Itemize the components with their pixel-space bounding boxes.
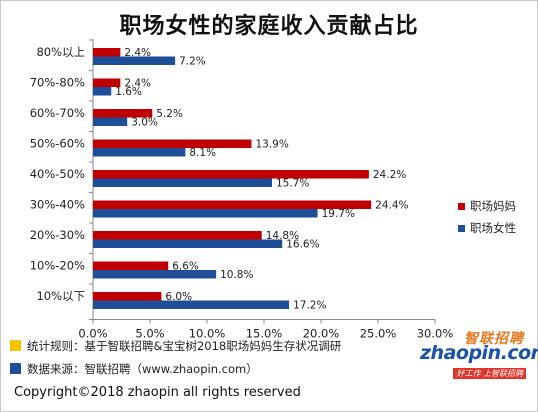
y-category-label: 10%-20% (30, 259, 85, 273)
x-tick-label: 30.0% (417, 327, 454, 341)
bar-value-label: 17.2% (293, 300, 326, 312)
bar-value-label: 24.4% (375, 200, 408, 212)
chart-title: 职场女性的家庭收入贡献占比 (119, 14, 419, 39)
bar-women (93, 117, 128, 126)
bar-mom (93, 292, 162, 301)
note-stats-rule-text: 统计规则：基于智联招聘&宝宝树2018职场妈妈生存状况调研 (27, 339, 342, 353)
note-blue-marker (10, 363, 21, 374)
legend-swatch (458, 203, 465, 210)
legend-swatch (458, 225, 465, 232)
bar-value-label: 1.6% (115, 86, 142, 98)
bar-value-label: 24.2% (373, 169, 406, 181)
logo-tagline: 好工作 上智联招聘 (453, 368, 526, 379)
bar-value-label: 14.8% (266, 230, 299, 242)
bar-value-label: 3.0% (131, 117, 158, 129)
bar-women (93, 87, 112, 96)
y-category-label: 50%-60% (30, 137, 85, 151)
bar-mom (93, 139, 252, 148)
bar-value-label: 2.4% (124, 78, 151, 90)
bar-women (93, 178, 272, 187)
x-tick-label: 20.0% (303, 327, 340, 341)
y-category-label: 10%以下 (36, 289, 85, 303)
bar-value-label: 8.1% (189, 147, 216, 159)
bar-mom (93, 170, 369, 179)
bar-value-label: 2.4% (124, 47, 151, 59)
y-category-label: 70%-80% (30, 76, 85, 90)
zhaopin-logo: 智联招聘 zhaopin.com 好工作 上智联招聘 (420, 328, 538, 380)
y-category-label: 40%-50% (30, 167, 85, 181)
note-data-source-text: 数据来源：智联招聘（www.zhaopin.com） (27, 362, 258, 376)
y-category-label: 80%以上 (36, 45, 85, 59)
note-yellow-marker (10, 340, 21, 351)
bar-mom (93, 109, 153, 118)
bar-women (93, 148, 186, 157)
bar-value-label: 7.2% (179, 56, 206, 68)
bar-value-label: 10.8% (220, 269, 253, 281)
bar-women (93, 239, 283, 248)
copyright-text: Copyright©2018 zhaopin all rights reserv… (14, 385, 301, 400)
bar-value-label: 19.7% (322, 208, 355, 220)
legend-label: 职场女性 (470, 221, 516, 235)
y-category-label: 20%-30% (30, 228, 85, 242)
bar-mom (93, 261, 169, 270)
note-data-source: 数据来源：智联招聘（www.zhaopin.com） (10, 361, 258, 377)
bar-value-label: 5.2% (156, 108, 183, 120)
note-stats-rule: 统计规则：基于智联招聘&宝宝树2018职场妈妈生存状况调研 (10, 338, 341, 354)
x-tick-label: 15.0% (246, 327, 283, 341)
bar-mom (93, 48, 121, 57)
logo-top-text: 智联招聘 (464, 331, 524, 347)
bar-mom (93, 231, 262, 240)
bar-value-label: 6.6% (172, 261, 199, 273)
x-tick-label: 0.0% (78, 327, 107, 341)
bar-women (93, 270, 217, 279)
bar-women (93, 209, 318, 218)
bar-women (93, 56, 176, 65)
bar-mom (93, 200, 372, 209)
x-tick-label: 10.0% (189, 327, 226, 341)
bar-value-label: 15.7% (276, 178, 309, 190)
legend-label: 职场妈妈 (470, 199, 516, 213)
y-category-label: 30%-40% (30, 198, 85, 212)
bar-value-label: 13.9% (255, 139, 288, 151)
bar-value-label: 16.6% (286, 239, 319, 251)
bar-mom (93, 78, 121, 87)
y-category-label: 60%-70% (30, 106, 85, 120)
bar-value-label: 6.0% (165, 291, 192, 303)
x-tick-label: 25.0% (360, 327, 397, 341)
bar-women (93, 300, 290, 309)
logo-main-text: zhaopin.com (420, 342, 538, 364)
x-tick-label: 5.0% (135, 327, 164, 341)
